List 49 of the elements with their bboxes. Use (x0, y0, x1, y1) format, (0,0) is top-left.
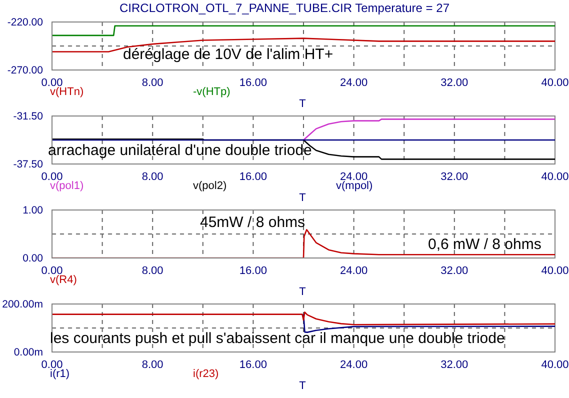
text: v(pol2) (193, 180, 227, 192)
x-tick-label: 8.00 (142, 170, 164, 183)
x-axis-title: T (298, 192, 307, 204)
x-tick-label: 40.00 (541, 264, 569, 277)
x-tick-label: 32.00 (440, 358, 468, 371)
x-tick-label: 0.00 (41, 170, 63, 183)
annotation: arrachage unilatéral d'une double triode (48, 142, 312, 159)
text: v(pol1) (50, 180, 84, 192)
y-tick-label: 200.00m (2, 298, 44, 311)
y-tick-label: -31.50 (13, 110, 44, 123)
x-tick-label: 40.00 (541, 170, 569, 183)
chart-title: CIRCLOTRON_OTL_7_PANNE_TUBE.CIR Temperature = 27 (118, 0, 450, 16)
x-tick-label: 32.00 (440, 76, 468, 89)
x-tick-label: 24.00 (340, 358, 368, 371)
x-axis-title: T (298, 98, 307, 110)
annotation: les courants push et pull s'abaissent car il manque une double triode (50, 330, 505, 347)
text: i(r1) (50, 368, 70, 380)
x-tick-label: 8.00 (142, 358, 164, 371)
x-tick-label: 8.00 (142, 76, 164, 89)
y-tick-label: -37.50 (13, 158, 44, 171)
series-label: v(R4) (50, 274, 77, 286)
x-tick-label: 16.00 (239, 358, 267, 371)
x-axis-title: T (298, 380, 307, 392)
text: i(r23) (193, 368, 219, 380)
line-series (302, 314, 555, 333)
text: v(HTn) (50, 86, 84, 98)
line-series (302, 118, 555, 141)
text: -v(HTp) (193, 86, 230, 98)
y-tick-label: 0.00 (22, 252, 44, 265)
x-tick-label: 16.00 (239, 76, 267, 89)
x-axis-title: T (298, 286, 307, 298)
y-tick-label: -270.00 (7, 64, 44, 77)
x-tick-label: 16.00 (239, 170, 267, 183)
annotation: déréglage de 10V de l'alim HT+ (123, 46, 334, 63)
annotation: 0,6 mW / 8 ohms (428, 236, 542, 253)
y-tick-label: 1.00 (22, 204, 44, 217)
annotation: 45mW / 8 ohms (200, 214, 306, 231)
x-tick-label: 24.00 (340, 76, 368, 89)
x-tick-label: 8.00 (142, 264, 164, 277)
x-tick-label: 40.00 (541, 76, 569, 89)
x-tick-label: 32.00 (440, 264, 468, 277)
y-tick-label: -220.00 (7, 16, 44, 29)
x-tick-label: 16.00 (239, 264, 267, 277)
text: v(mpol) (336, 180, 373, 192)
x-tick-label: 40.00 (541, 358, 569, 371)
x-tick-label: 24.00 (340, 264, 368, 277)
x-tick-label: 32.00 (440, 170, 468, 183)
y-tick-label: 0.00m (14, 346, 44, 359)
line-series (52, 312, 555, 326)
